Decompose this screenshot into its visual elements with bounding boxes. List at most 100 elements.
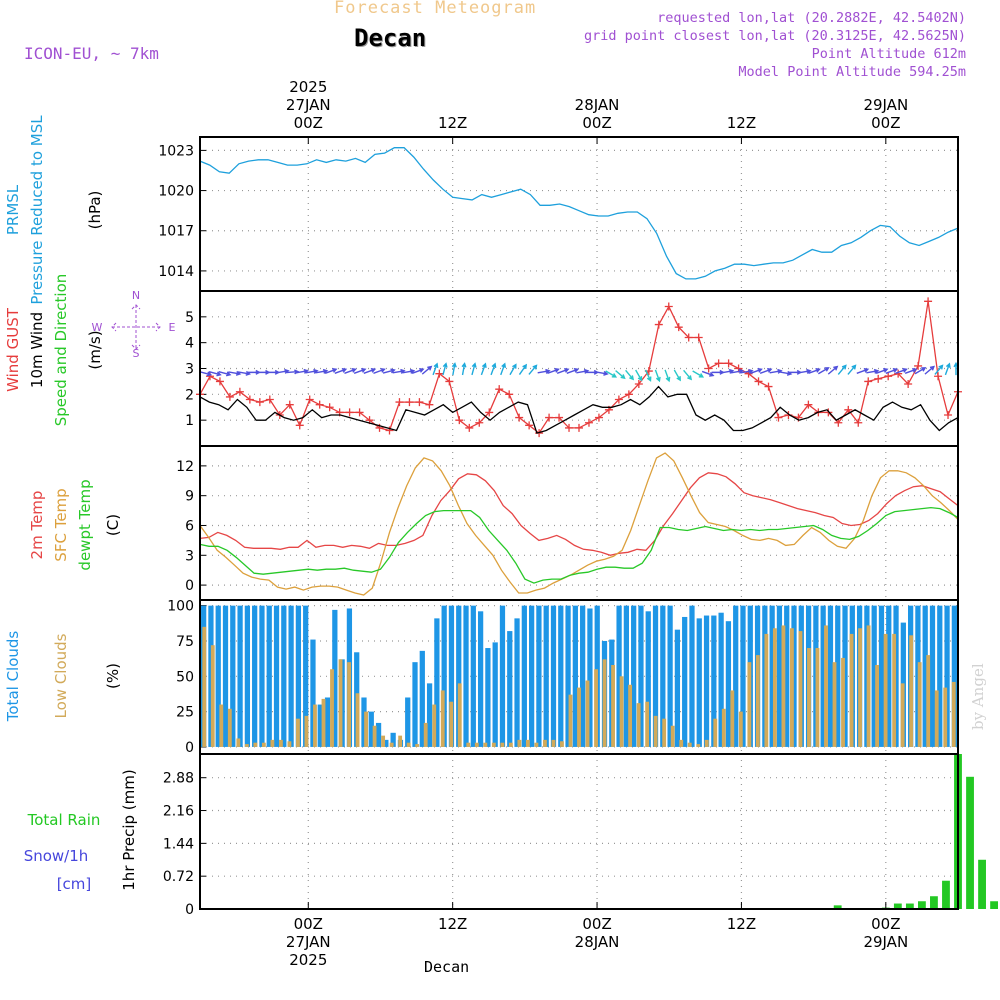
footer-location: Decan [424,958,470,976]
temperature-label: dewpt Temp [76,479,94,570]
gust-marker [575,423,583,432]
wind-arrow [934,364,944,375]
low-cloud-bar [951,681,956,747]
clouds-ytick-label: 100 [167,599,194,615]
temperature-label: SFC Temp [52,488,70,561]
low-cloud-bar [755,655,760,747]
low-cloud-bar [440,690,445,747]
wind-arrow [759,368,773,374]
total-cloud-bar [638,605,644,747]
total-cloud-bar [667,605,673,747]
wind-arrow [315,368,329,374]
total-cloud-bar [776,605,783,747]
wind-arrow [721,368,735,374]
wind-arrow [537,368,551,374]
wind-arrow [856,368,870,374]
total-cloud-bar [441,605,447,747]
low-cloud-bar [892,633,897,747]
wind-arrow [451,362,457,376]
low-cloud-bar [543,739,547,747]
gust-marker [505,390,514,399]
series-line [199,452,959,596]
gust-marker [405,398,414,407]
total-cloud-bar [558,605,564,747]
low-cloud-bar [636,703,641,747]
wind-ytick-label: 3 [185,362,194,378]
low-cloud-bar [406,742,411,747]
low-cloud-bar [917,662,922,747]
low-cloud-bar [807,648,811,747]
series-line [199,472,959,556]
total-cloud-bar [426,683,433,747]
total-cloud-bar [215,605,221,747]
gust-marker [565,423,574,432]
wind-series-wind-gust [196,297,962,438]
wind-arrow [605,370,618,378]
precip-bar [833,905,842,909]
low-cloud-bar [508,742,513,747]
low-cloud-bar [909,635,914,747]
wind-arrow [635,369,643,382]
top-tick-label: 00Z [294,114,323,132]
wind-arrow [664,369,671,383]
total-cloud-bar [645,611,651,747]
low-cloud-bar [900,683,905,747]
total-cloud-bar [587,608,593,747]
gust-marker [674,323,683,332]
gust-marker [265,395,274,404]
gust-marker [854,418,863,427]
precip-ytick-label: 2.16 [163,804,194,820]
total-cloud-bar [383,739,389,747]
low-cloud-bar [628,684,633,747]
low-cloud-bar [926,655,931,747]
low-cloud-bar [261,742,266,747]
wind-arrow [461,362,467,376]
gust-marker [425,400,434,409]
low-cloud-bar [560,741,564,747]
low-cloud-bar [372,725,377,747]
wind-arrow [924,365,936,375]
gust-marker [295,421,304,430]
gust-marker [235,387,244,396]
wind-arrow [875,368,889,374]
precip-frame [199,753,959,910]
total-cloud-bar [893,605,899,747]
total-cloud-bar [288,605,294,747]
gust-marker [864,377,873,386]
top-tick-label: 28JAN [575,96,620,114]
gust-marker [684,333,693,342]
wind-arrow [528,364,538,375]
wind-arrow [817,367,830,375]
total-cloud-bar [324,697,331,747]
low-cloud-bar [738,711,743,747]
temperature-ytick-label: 9 [185,489,194,505]
gust-marker [774,413,783,422]
temperature-label: (C) [104,514,122,536]
gust-marker [485,408,494,417]
total-cloud-bar [871,605,877,747]
bottom-tick-label: 28JAN [575,933,620,951]
gust-marker [874,374,883,383]
precip-bar [930,896,938,909]
low-cloud-bar [474,742,479,747]
total-cloud-bar [419,650,425,747]
total-cloud-bar [689,605,695,747]
gust-marker [804,400,813,409]
low-cloud-bar [202,626,207,747]
gust-marker [944,411,953,419]
total-cloud-bar [295,605,302,747]
low-cloud-bar [551,739,556,747]
pressure-ytick-label: 1014 [158,264,194,280]
total-cloud-bar [769,605,775,747]
bottom-tick-label: 27JAN [286,933,331,951]
gust-marker [345,408,354,417]
low-cloud-bar [602,659,607,747]
precip-panel: 0 0.72 1.44 2.16 2.88 Total Rain Snow/1h [cm] 1h… [24,753,999,918]
wind-ytick-label: 1 [185,413,194,429]
gust-marker [385,426,394,435]
wind-arrow [730,368,744,374]
precip-bar [978,859,986,909]
gust-marker [844,405,853,414]
wind-arrow [750,368,763,374]
low-cloud-bar [432,704,437,747]
